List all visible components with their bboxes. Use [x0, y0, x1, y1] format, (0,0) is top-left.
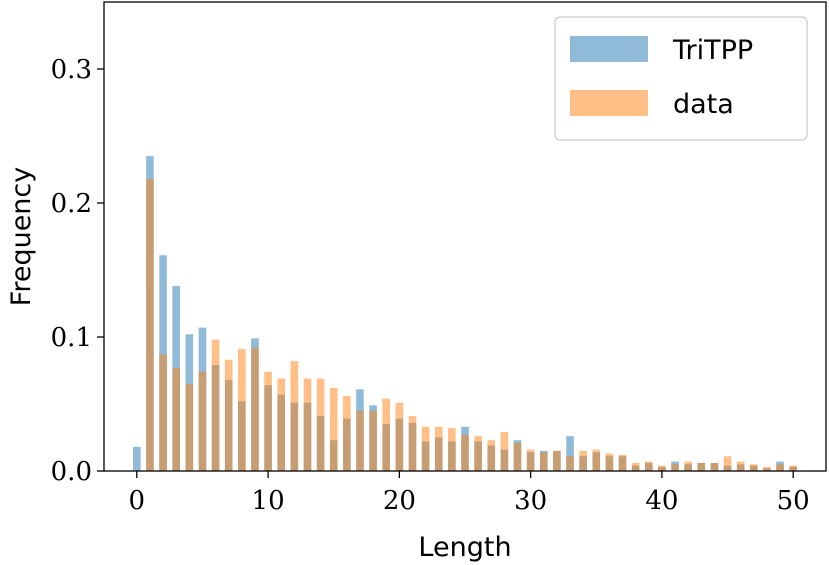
x-tick-label: 10	[252, 486, 285, 516]
bar-data-12	[290, 361, 299, 471]
series-data-bars	[146, 178, 797, 471]
y-tick-label: 0.1	[51, 323, 92, 353]
bar-data-46	[736, 461, 745, 471]
bar-data-44	[710, 462, 719, 471]
y-axis-ticks: 0.0 0.1 0.2 0.3	[51, 55, 104, 487]
legend-swatch-tritpp	[570, 36, 648, 62]
bar-tritpp-33	[566, 436, 574, 471]
bar-data-22	[421, 426, 430, 471]
bar-data-6	[211, 339, 220, 471]
bar-data-39	[644, 461, 653, 471]
y-axis-label: Frequency	[6, 167, 37, 307]
bar-data-50	[789, 465, 797, 471]
x-tick-label: 40	[645, 486, 678, 516]
bar-data-48	[763, 466, 771, 471]
bar-data-31	[539, 452, 548, 471]
bar-data-40	[658, 465, 666, 471]
bar-data-19	[382, 398, 391, 471]
plot-frame	[103, 1, 827, 472]
bar-data-28	[500, 432, 509, 471]
bar-data-30	[526, 449, 535, 471]
x-axis-ticks: 0 10 20 30 40 50	[129, 471, 810, 516]
x-tick-label: 0	[129, 486, 146, 516]
bar-data-29	[513, 442, 522, 471]
bar-data-35	[592, 449, 601, 471]
bar-data-16	[343, 395, 351, 471]
bar-data-26	[474, 436, 482, 471]
bar-data-45	[723, 456, 732, 471]
bar-data-13	[303, 378, 312, 471]
legend-label-tritpp: TriTPP	[672, 35, 753, 66]
bar-data-11	[277, 378, 286, 471]
bar-data-34	[579, 450, 587, 471]
bar-data-4	[185, 383, 194, 471]
x-tick-label: 20	[383, 486, 416, 516]
y-tick-label: 0.0	[51, 457, 92, 487]
bar-data-18	[369, 410, 377, 471]
y-tick-label: 0.2	[51, 189, 92, 219]
bar-data-1	[146, 178, 154, 471]
bar-data-43	[697, 462, 706, 471]
x-tick-label: 30	[514, 486, 547, 516]
bar-data-38	[631, 462, 640, 471]
bar-data-10	[264, 371, 272, 471]
bar-data-20	[395, 402, 404, 471]
x-tick-label: 50	[777, 486, 810, 516]
bar-data-25	[461, 434, 469, 471]
bar-data-49	[776, 464, 784, 471]
bar-data-21	[408, 416, 417, 471]
bar-data-2	[159, 354, 167, 471]
bar-data-5	[198, 371, 207, 471]
x-axis-label: Length	[418, 532, 511, 563]
bar-tritpp-0	[133, 446, 141, 471]
bar-data-27	[487, 440, 496, 471]
bar-data-9	[251, 347, 259, 471]
bar-data-24	[448, 428, 456, 471]
bar-data-17	[356, 410, 364, 471]
bar-data-47	[749, 464, 758, 471]
series-tritpp-bars	[133, 156, 797, 471]
bar-data-8	[238, 349, 246, 471]
bar-data-15	[329, 387, 338, 471]
bar-data-32	[553, 450, 561, 471]
bar-data-36	[605, 453, 614, 471]
bar-data-33	[566, 456, 574, 471]
bar-data-23	[434, 426, 443, 471]
y-tick-label: 0.3	[51, 55, 92, 85]
bar-data-42	[684, 461, 692, 471]
legend-swatch-data	[570, 90, 648, 116]
bar-data-37	[618, 454, 627, 471]
bar-data-41	[671, 464, 679, 471]
legend-label-data: data	[673, 89, 734, 120]
bar-data-14	[316, 378, 325, 471]
bar-data-3	[172, 367, 180, 471]
legend: TriTPP data	[554, 16, 808, 141]
bar-data-7	[224, 359, 233, 471]
